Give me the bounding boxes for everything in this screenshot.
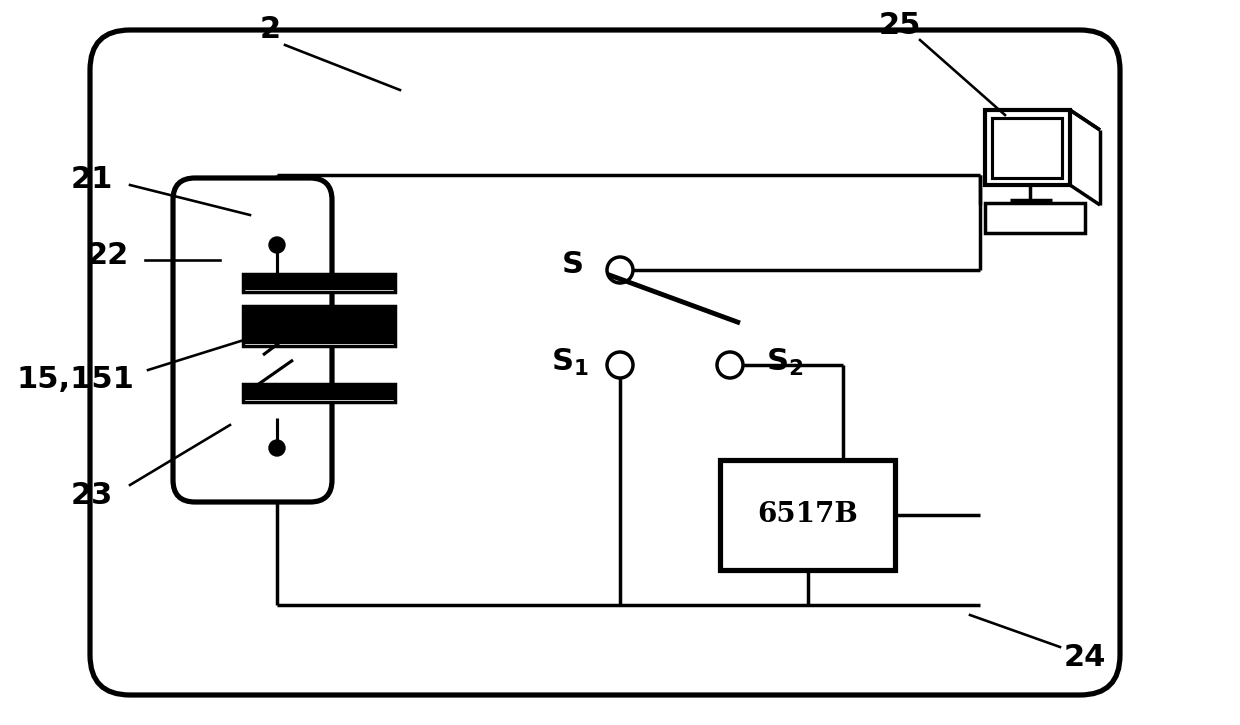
Bar xyxy=(243,384,396,402)
Text: 22: 22 xyxy=(87,241,129,270)
Bar xyxy=(243,276,396,290)
Text: 15,151: 15,151 xyxy=(16,365,134,394)
Bar xyxy=(720,460,895,570)
Circle shape xyxy=(269,237,285,253)
Bar xyxy=(243,386,396,400)
Bar xyxy=(227,228,314,452)
Bar xyxy=(985,110,1070,185)
Text: 2: 2 xyxy=(259,15,280,44)
Text: 24: 24 xyxy=(1064,642,1106,671)
Bar xyxy=(243,306,396,346)
Bar xyxy=(243,308,396,344)
Text: 21: 21 xyxy=(71,165,113,194)
Bar xyxy=(985,203,1085,233)
FancyBboxPatch shape xyxy=(174,178,332,502)
Bar xyxy=(992,118,1061,178)
Text: $\mathbf{S}$: $\mathbf{S}$ xyxy=(560,249,583,281)
Text: 6517B: 6517B xyxy=(758,502,858,529)
Text: $\mathbf{S_1}$: $\mathbf{S_1}$ xyxy=(552,347,589,378)
Bar xyxy=(243,274,396,292)
Text: 23: 23 xyxy=(71,481,113,510)
Text: 25: 25 xyxy=(879,10,921,39)
FancyBboxPatch shape xyxy=(91,30,1120,695)
Circle shape xyxy=(269,440,285,456)
Text: $\mathbf{S_2}$: $\mathbf{S_2}$ xyxy=(766,347,804,378)
